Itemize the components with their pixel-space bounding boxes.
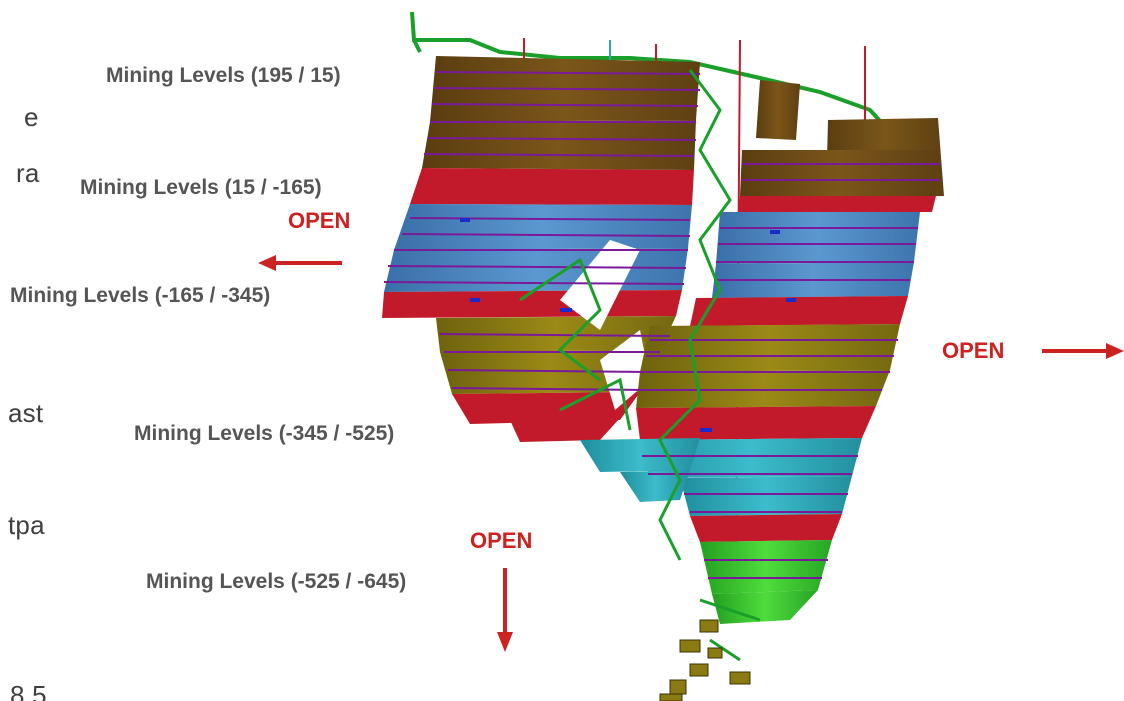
surface-infrastructure (410, 11, 892, 134)
cropped-text-fragment: e (24, 102, 39, 132)
cropped-text-fragment: ra (16, 158, 40, 188)
cropped-text-fragment: tpa (8, 510, 45, 540)
open-label-down: OPEN (470, 528, 533, 553)
mining-level-label: Mining Levels (15 / -165) (80, 176, 322, 199)
lower-olive-blocks (659, 619, 751, 701)
ramp-drifts (519, 69, 761, 662)
open-label-west: OPEN (288, 208, 351, 233)
mining-level-label: Mining Levels (195 / 15) (106, 64, 341, 87)
open-arrow-down (497, 568, 513, 652)
mining-level-label: Mining Levels (-345 / -525) (134, 422, 395, 445)
cropped-text-fragment: 8.5 (10, 680, 47, 701)
mining-level-label: Mining Levels (-165 / -345) (10, 284, 271, 307)
open-label-east: OPEN (942, 338, 1005, 363)
cyan-lower-wedge (580, 438, 700, 502)
level-lines (383, 71, 940, 579)
drift-markers (460, 218, 796, 432)
mining-level-label: Mining Levels (-525 / -645) (146, 570, 407, 593)
open-arrow-east (1042, 343, 1124, 359)
cropped-text-fragment: ast (8, 398, 44, 428)
open-arrow-west (258, 255, 342, 271)
